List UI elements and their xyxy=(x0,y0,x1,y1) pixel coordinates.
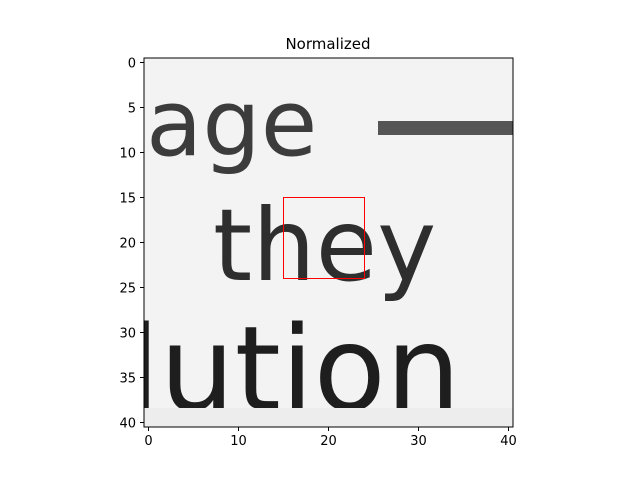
image-word-they: they xyxy=(213,187,436,304)
x-tick-label: 0 xyxy=(144,434,152,449)
y-tick-label: 20 xyxy=(119,237,136,252)
image-word-age: age xyxy=(146,70,317,177)
y-tick-label: 30 xyxy=(119,327,136,342)
y-axis: 0 5 10 15 20 25 30 35 40 xyxy=(119,57,144,432)
y-tick-label: 10 xyxy=(119,147,136,162)
image-background xyxy=(144,58,513,427)
y-tick-label: 0 xyxy=(128,57,136,72)
image-text-age: age xyxy=(146,70,513,177)
x-tick-label: 40 xyxy=(500,434,517,449)
image-plot-area: age they lution xyxy=(127,58,513,438)
x-tick-label: 20 xyxy=(320,434,337,449)
image-bottom-band xyxy=(144,408,513,427)
y-tick-label: 25 xyxy=(119,282,136,297)
y-tick-label: 5 xyxy=(128,102,136,117)
chart-title: Normalized xyxy=(285,35,370,53)
x-tick-label: 10 xyxy=(230,434,247,449)
image-hyphen-bar xyxy=(378,121,513,135)
x-axis: 0 10 20 30 40 xyxy=(144,427,517,449)
highlight-box xyxy=(283,197,365,279)
y-tick-label: 15 xyxy=(119,192,136,207)
x-tick-label: 30 xyxy=(410,434,427,449)
y-tick-label: 40 xyxy=(119,417,136,432)
image-word-lution: lution xyxy=(127,300,461,438)
y-tick-label: 35 xyxy=(119,372,136,387)
image-axes: age they lution 0 10 20 30 40 0 5 10 15 20 25 30 35… xyxy=(119,57,516,450)
